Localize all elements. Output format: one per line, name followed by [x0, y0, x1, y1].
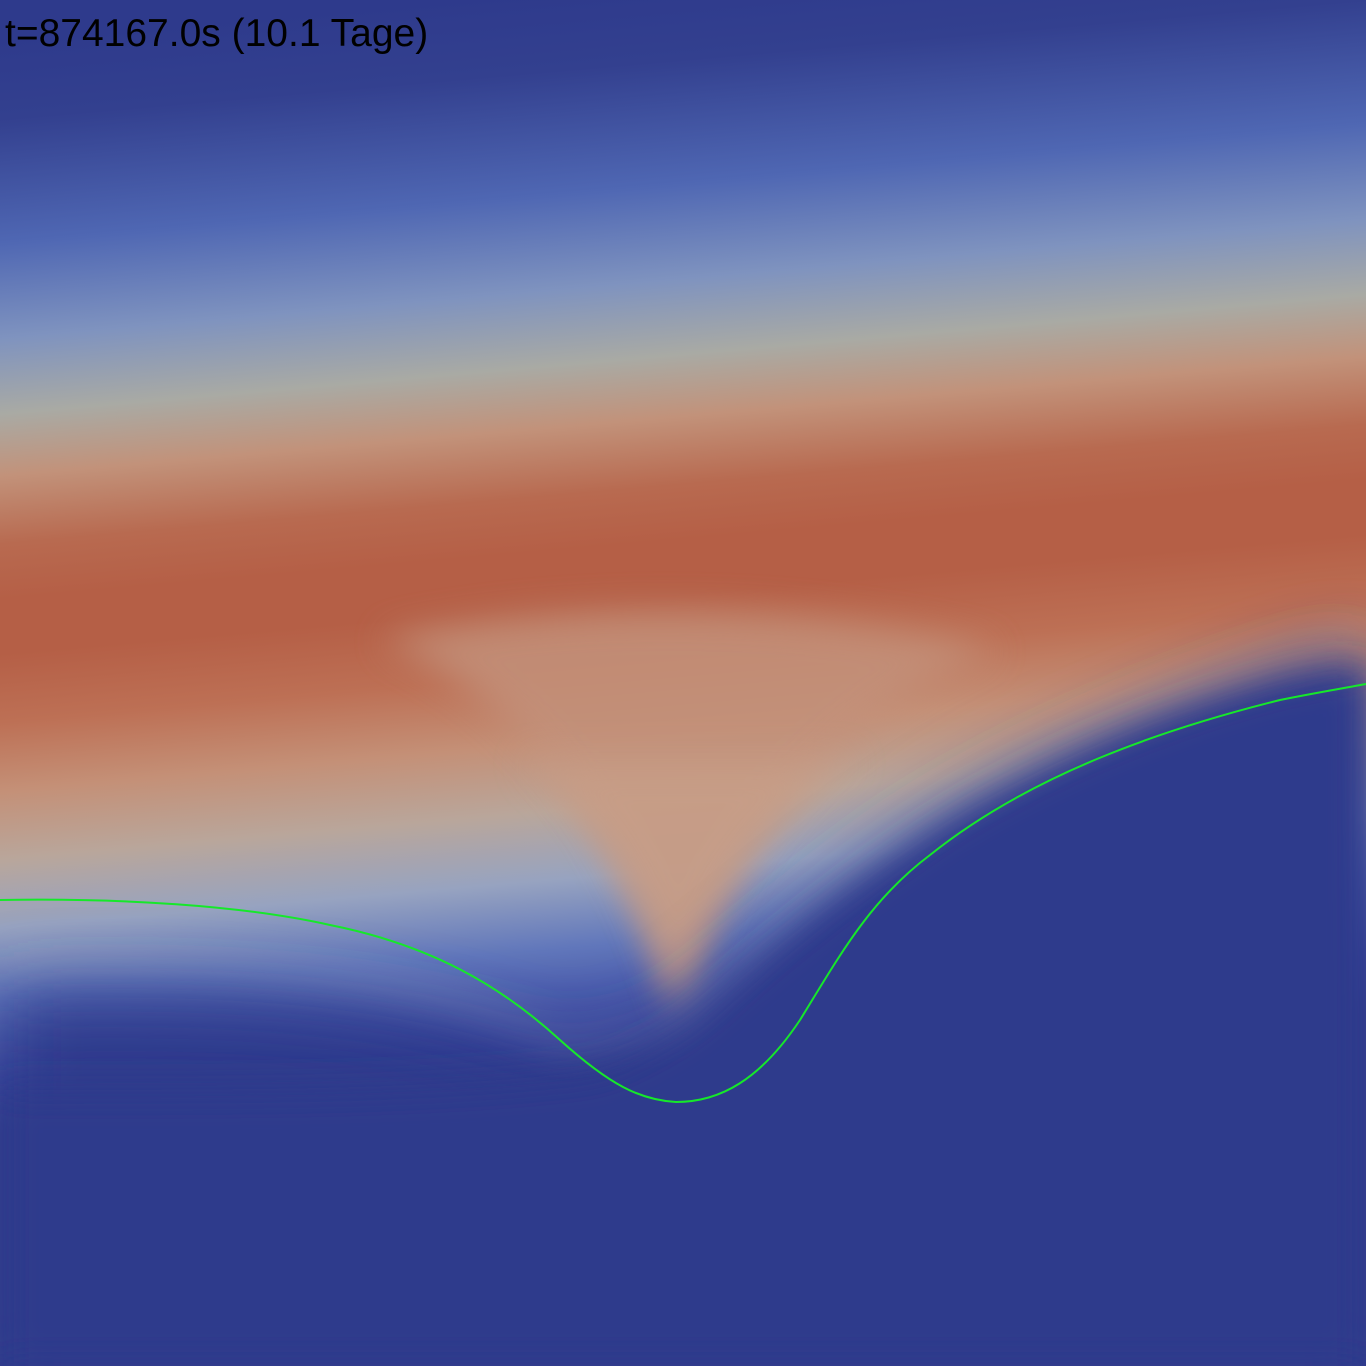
time-label: t=874167.0s (10.1 Tage)	[5, 12, 429, 55]
plume-glow	[520, 760, 860, 1020]
isoline-curve	[0, 683, 1366, 1104]
lower-region-core	[0, 665, 1366, 1366]
transition-rim	[0, 623, 1366, 1048]
